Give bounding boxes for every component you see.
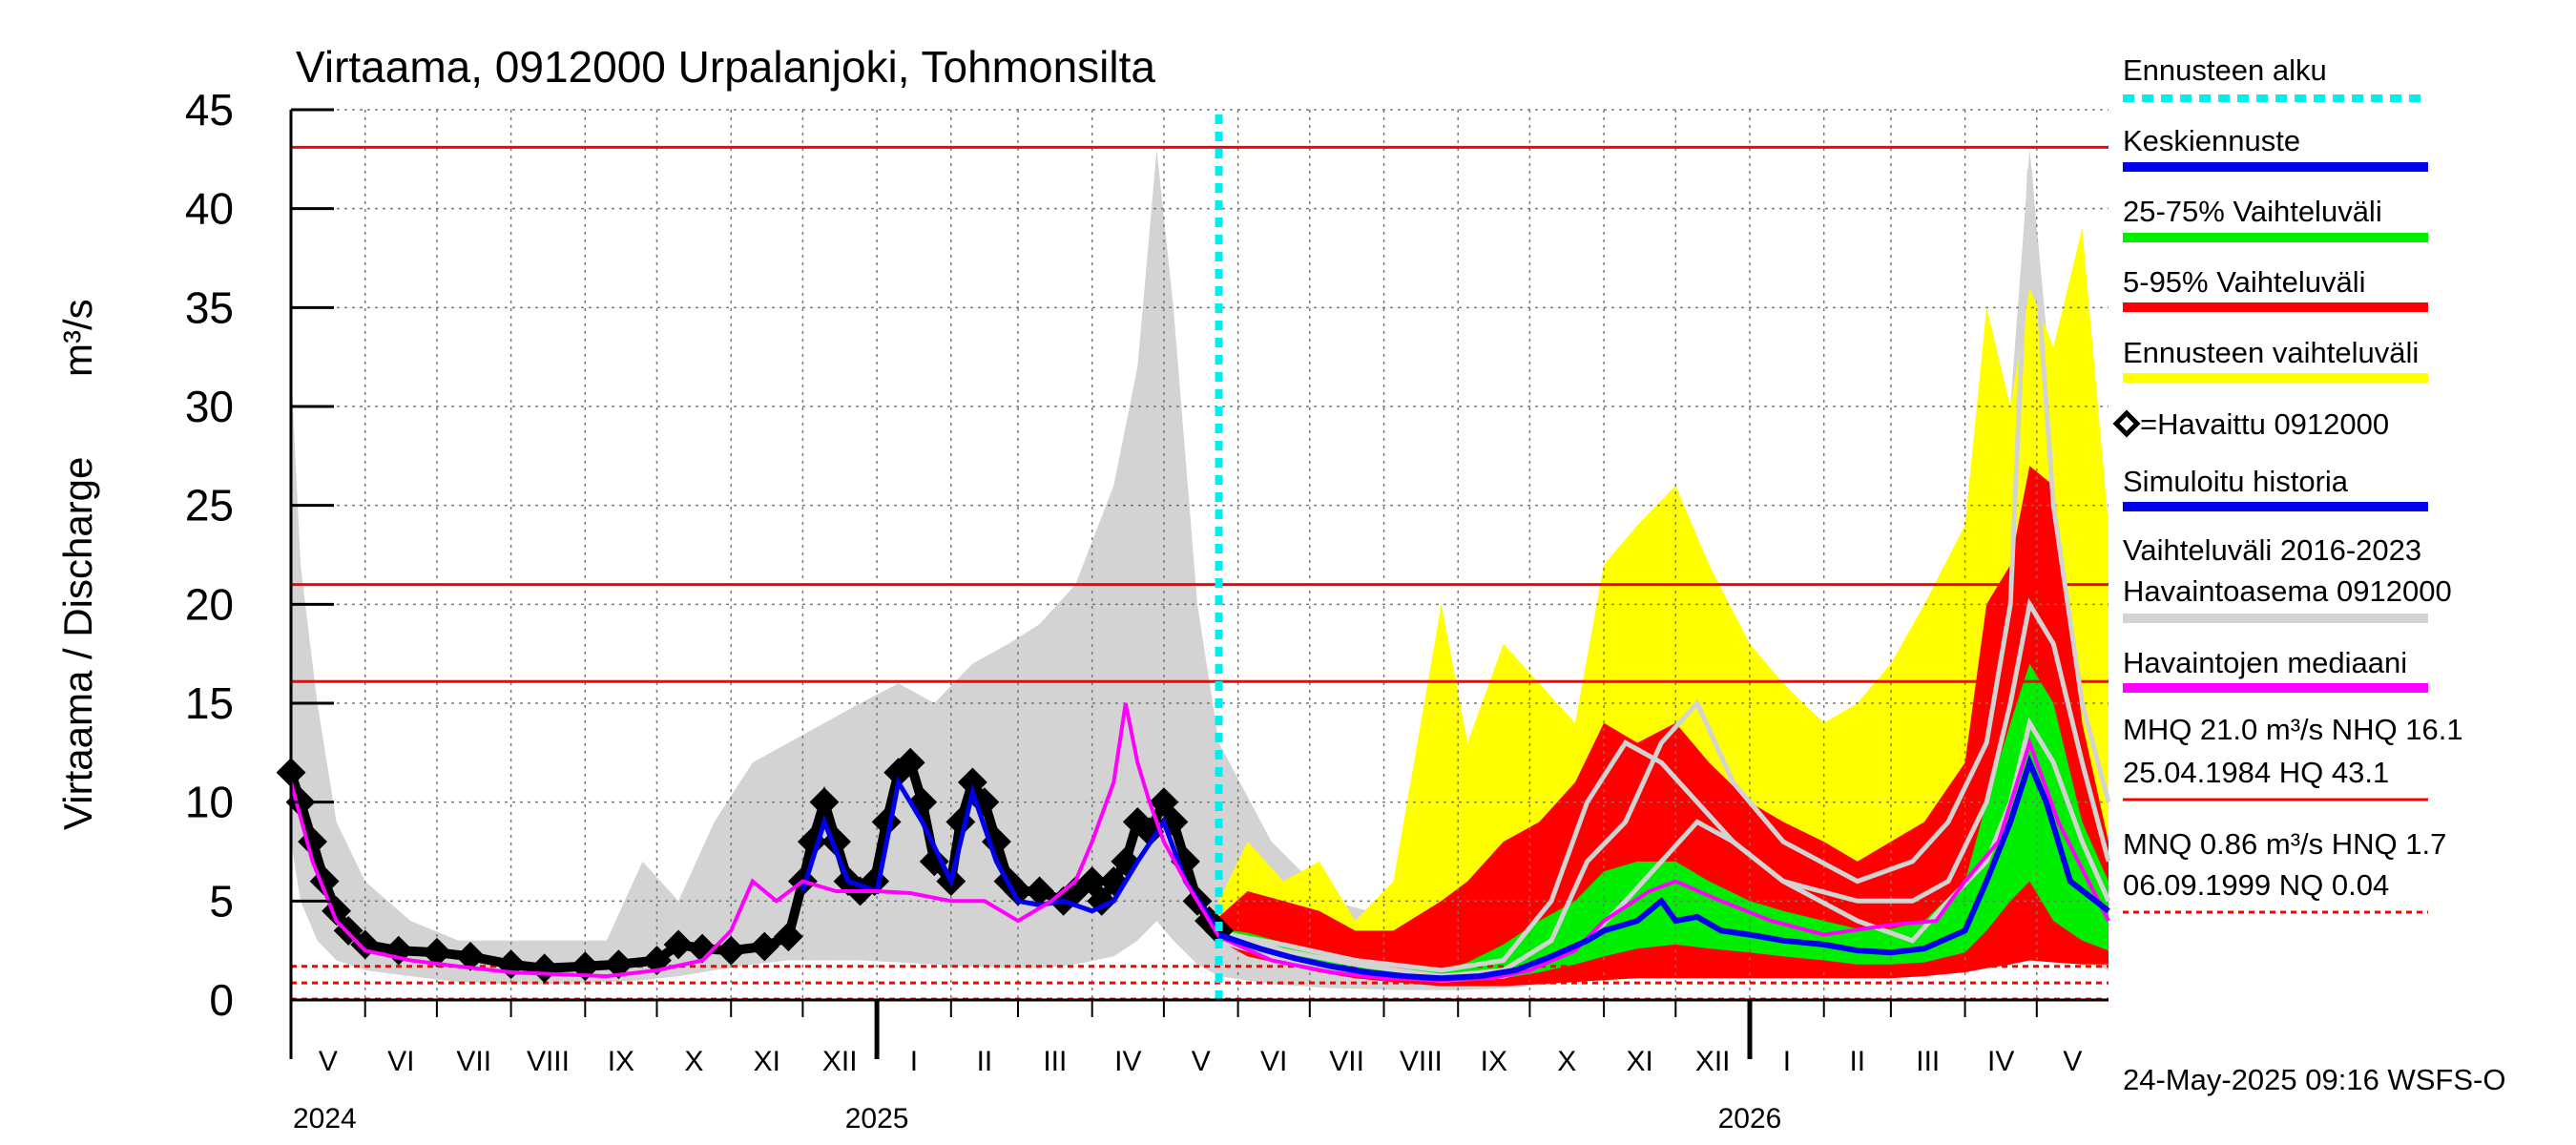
observed-point xyxy=(603,949,634,980)
month-label: VII xyxy=(456,1046,491,1077)
month-label: II xyxy=(1849,1046,1865,1077)
month-label: XI xyxy=(754,1046,780,1077)
observed-point xyxy=(1149,787,1179,818)
y-tick-label: 15 xyxy=(185,678,234,728)
month-label: V xyxy=(1192,1046,1211,1077)
observed-point xyxy=(907,787,938,818)
legend-label: 25.04.1984 HQ 43.1 xyxy=(2123,756,2389,789)
history-line-2 xyxy=(1218,597,2111,973)
year-label: 2026 xyxy=(1718,1103,1782,1135)
legend-label: Simuloitu historia xyxy=(2123,465,2349,498)
observed-point xyxy=(716,935,746,966)
observed-point xyxy=(384,935,414,966)
month-label: VI xyxy=(387,1046,414,1077)
legend-label: MHQ 21.0 m³/s NHQ 16.1 xyxy=(2123,713,2463,746)
observed-point xyxy=(895,747,925,778)
y-tick-label: 35 xyxy=(185,282,234,332)
y-axis-unit: m³/s xyxy=(55,299,100,377)
y-tick-label: 30 xyxy=(185,382,234,431)
legend-label: Vaihteluväli 2016-2023 xyxy=(2123,533,2421,567)
month-label: VII xyxy=(1329,1046,1364,1077)
month-label: III xyxy=(1916,1046,1940,1077)
legend-label: Havaintojen mediaani xyxy=(2123,646,2407,679)
observed-point xyxy=(749,931,779,962)
y-tick-label: 40 xyxy=(185,184,234,234)
observed-point xyxy=(1077,866,1108,897)
legend-label: Keskiennuste xyxy=(2123,124,2300,157)
forecast-band-0 xyxy=(1218,228,2109,985)
chart-title: Virtaama, 0912000 Urpalanjoki, Tohmonsil… xyxy=(296,42,1155,92)
month-label: V xyxy=(319,1046,338,1077)
observed-point xyxy=(422,937,452,968)
legend: Ennusteen alku Keskiennuste 25-75% Vaihtel… xyxy=(2112,53,2463,914)
footer-timestamp: 24-May-2025 09:16 WSFS-O xyxy=(2123,1063,2505,1096)
observed-point xyxy=(530,953,560,984)
observed-point xyxy=(773,922,803,952)
forecast-bands xyxy=(1218,228,2109,987)
month-label: X xyxy=(684,1046,703,1077)
y-tick-label: 25 xyxy=(185,481,234,531)
y-tick-label: 45 xyxy=(185,85,234,135)
legend-label: Havaintoasema 0912000 xyxy=(2123,574,2452,608)
forecast-band-2 xyxy=(1218,663,2109,981)
month-label: VI xyxy=(1260,1046,1287,1077)
legend-label: Ennusteen vaihteluväli xyxy=(2123,336,2419,369)
month-label: IV xyxy=(1987,1046,2014,1077)
legend-label: 5-95% Vaihteluväli xyxy=(2123,265,2365,299)
month-label: X xyxy=(1557,1046,1576,1077)
month-label: IX xyxy=(608,1046,634,1077)
legend-label: MNQ 0.86 m³/s HNQ 1.7 xyxy=(2123,827,2446,861)
legend-label: =Havaittu 0912000 xyxy=(2140,407,2389,441)
observed-point xyxy=(1111,846,1141,877)
legend-label: 25-75% Vaihteluväli xyxy=(2123,195,2382,228)
month-label: I xyxy=(910,1046,918,1077)
month-label: XII xyxy=(822,1046,858,1077)
y-axis-label: Virtaama / Discharge xyxy=(55,457,100,830)
mean-forecast-line xyxy=(1217,754,2110,982)
median-line xyxy=(289,702,2110,983)
year-label: 2025 xyxy=(845,1103,909,1135)
observed-point xyxy=(570,951,600,982)
month-label: IX xyxy=(1481,1046,1507,1077)
month-label: IV xyxy=(1114,1046,1141,1077)
history-line-0 xyxy=(1217,169,2111,979)
y-tick-label: 20 xyxy=(185,579,234,629)
forecast-band-1 xyxy=(1218,466,2109,987)
observed-point xyxy=(663,929,694,960)
grid xyxy=(290,109,2109,1001)
month-label: III xyxy=(1043,1046,1067,1077)
mean-forecast-series xyxy=(1217,754,2110,982)
legend-label: 06.09.1999 NQ 0.04 xyxy=(2123,868,2389,902)
month-label: VIII xyxy=(527,1046,570,1077)
legend-marker xyxy=(2112,409,2141,438)
month-label: VIII xyxy=(1400,1046,1443,1077)
month-label: II xyxy=(977,1046,993,1077)
y-tick-label: 5 xyxy=(209,876,234,926)
median-series xyxy=(289,702,2110,983)
observed-point xyxy=(1122,806,1153,837)
y-tick-label: 0 xyxy=(209,975,234,1025)
month-label: V xyxy=(2063,1046,2082,1077)
month-label: I xyxy=(1783,1046,1791,1077)
y-tick-label: 10 xyxy=(185,778,234,827)
observed-point xyxy=(455,941,486,971)
year-label: 2024 xyxy=(293,1103,357,1135)
month-label: XI xyxy=(1627,1046,1653,1077)
legend-label: Ennusteen alku xyxy=(2123,53,2327,87)
month-label: XII xyxy=(1695,1046,1731,1077)
observed-point xyxy=(919,846,949,877)
